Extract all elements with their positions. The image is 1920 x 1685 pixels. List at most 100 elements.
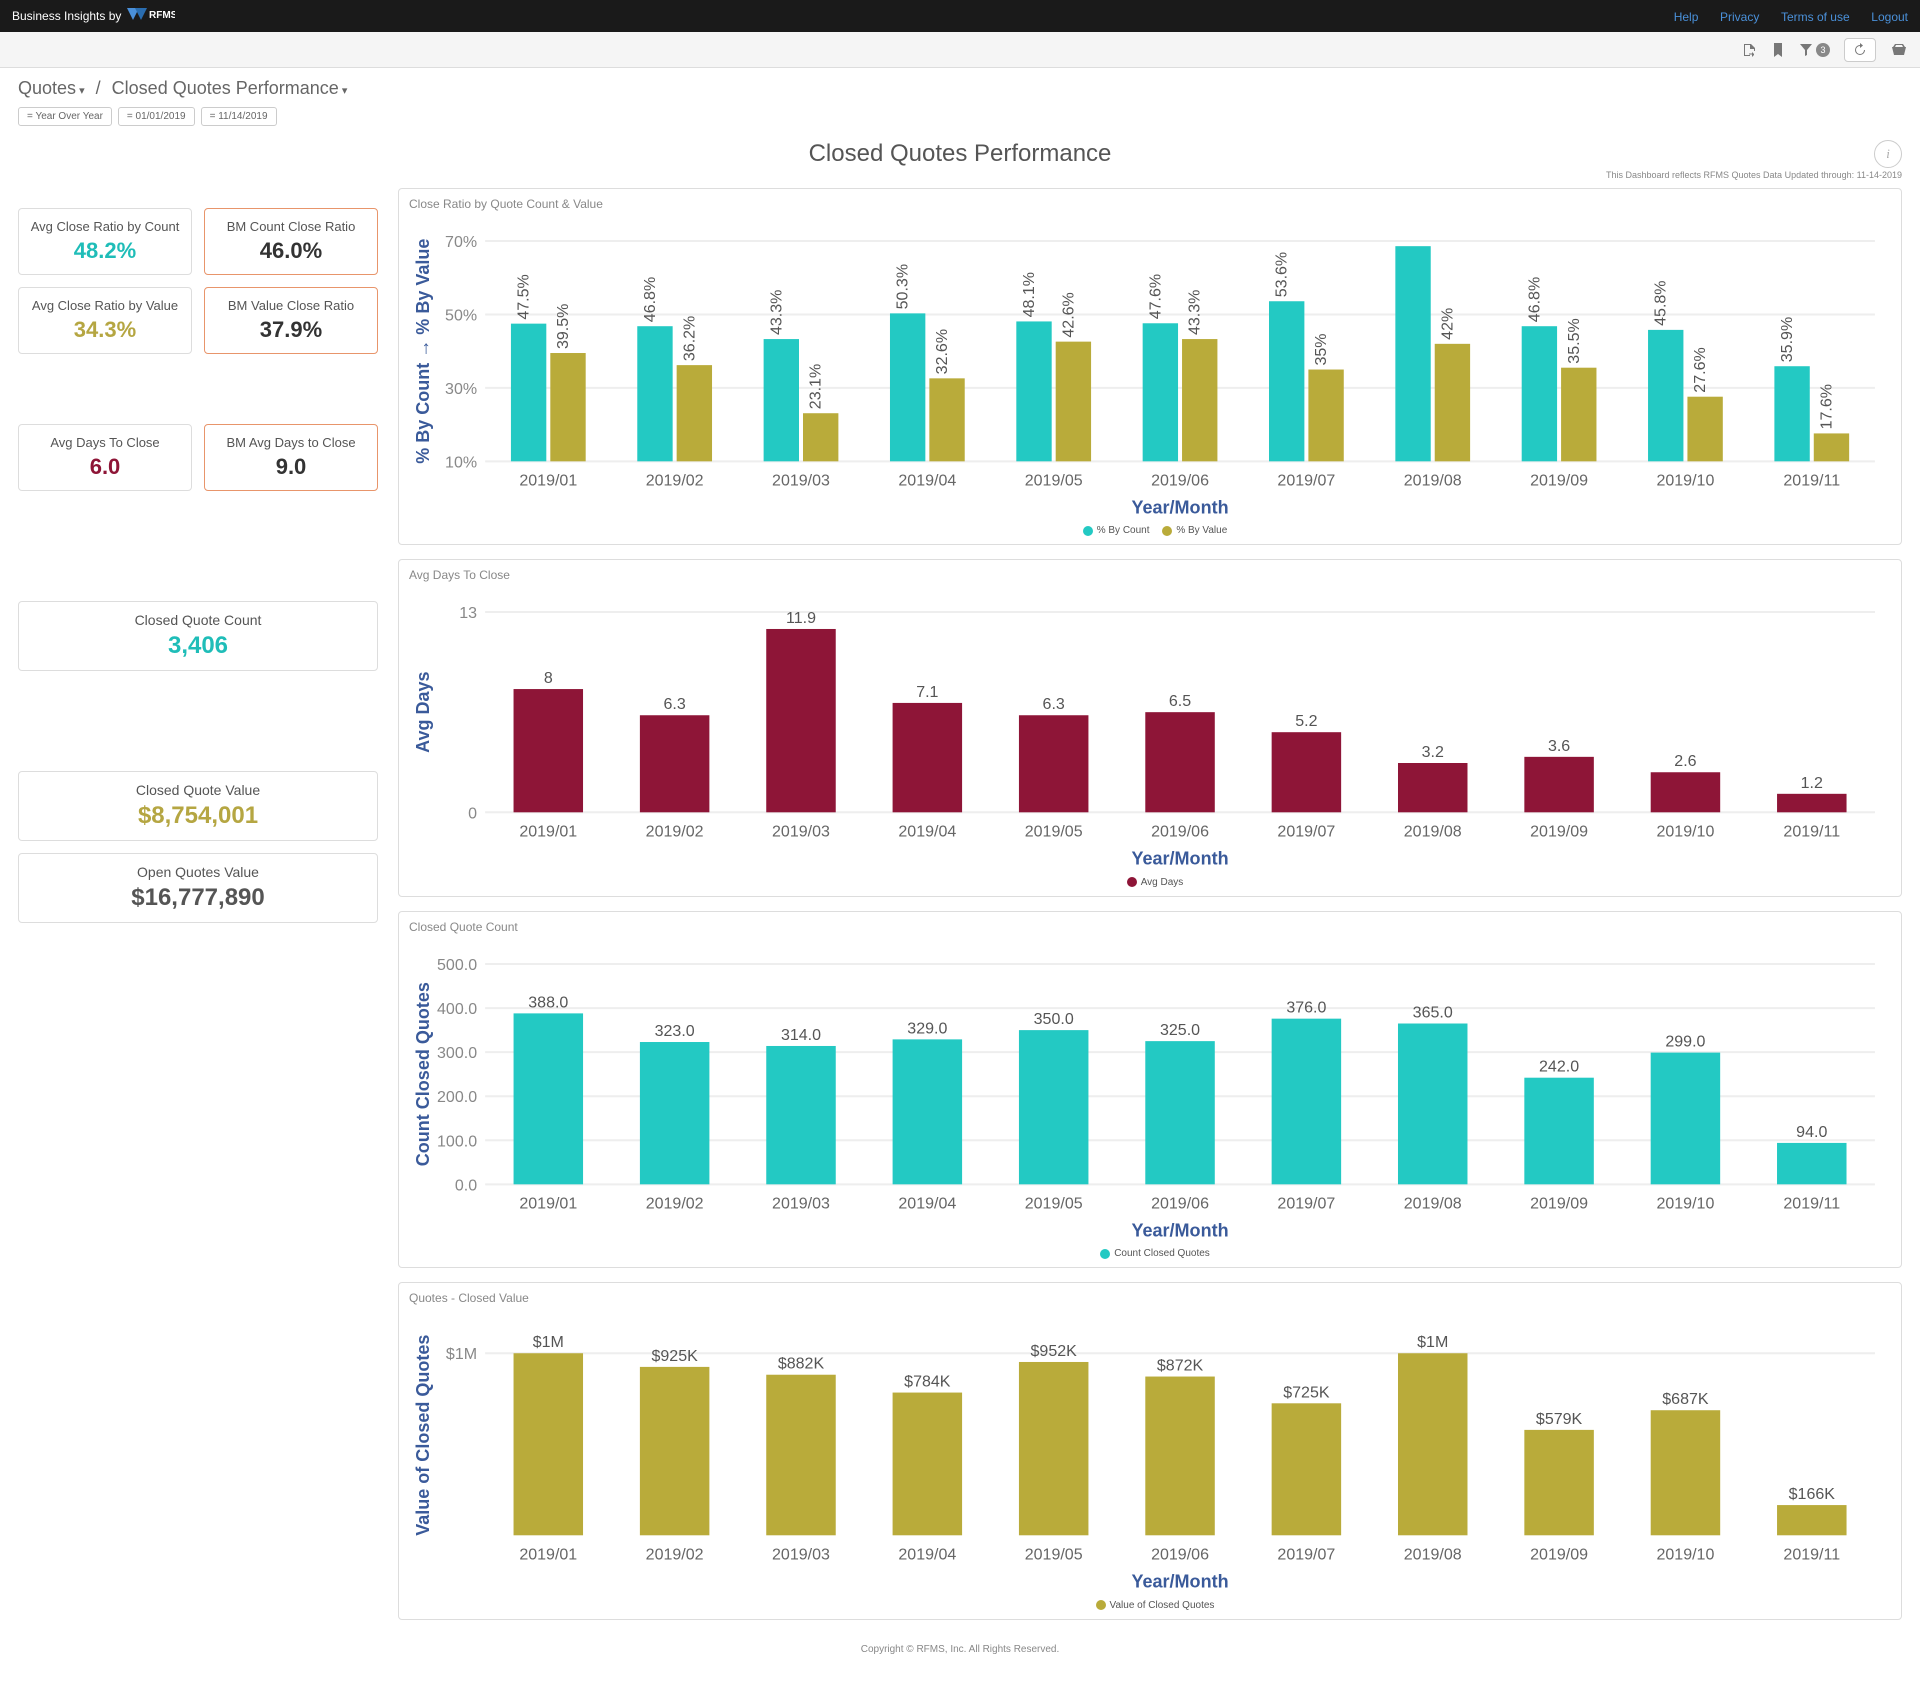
kpi-label: Avg Close Ratio by Value — [27, 298, 183, 313]
brand-prefix: Business Insights by — [12, 9, 121, 23]
svg-text:$925K: $925K — [651, 1347, 698, 1365]
filter-icon[interactable]: 3 — [1799, 43, 1830, 57]
kpi-label: BM Avg Days to Close — [213, 435, 369, 450]
svg-text:2019/05: 2019/05 — [1025, 1545, 1083, 1563]
logout-link[interactable]: Logout — [1871, 10, 1908, 24]
export-icon[interactable] — [1741, 42, 1757, 58]
svg-text:$166K: $166K — [1789, 1485, 1836, 1503]
filter-pill-b[interactable]: = 01/01/2019 — [118, 107, 195, 126]
privacy-link[interactable]: Privacy — [1720, 10, 1759, 24]
svg-text:2019/04: 2019/04 — [898, 823, 956, 841]
kpi-value: $16,777,890 — [27, 884, 369, 912]
svg-text:329.0: 329.0 — [907, 1019, 947, 1037]
breadcrumb: Quotes ▾ / Closed Quotes Performance ▾ — [0, 68, 1920, 103]
help-link[interactable]: Help — [1674, 10, 1699, 24]
kpi-label: Closed Quote Count — [27, 612, 369, 628]
svg-text:42%: 42% — [1438, 308, 1456, 340]
svg-text:2019/03: 2019/03 — [772, 471, 830, 489]
chart-svg: 0.0100.0200.0300.0400.0500.0Count Closed… — [409, 940, 1891, 1240]
footer: Copyright © RFMS, Inc. All Rights Reserv… — [18, 1634, 1902, 1665]
svg-text:3.6: 3.6 — [1548, 737, 1570, 755]
chart-title: Closed Quote Count — [399, 912, 1901, 934]
svg-text:35.9%: 35.9% — [1778, 317, 1796, 362]
svg-text:$872K: $872K — [1157, 1357, 1204, 1375]
kpi-value: 34.3% — [27, 317, 183, 343]
svg-text:50%: 50% — [445, 306, 477, 324]
svg-text:2019/08: 2019/08 — [1404, 1545, 1462, 1563]
svg-text:3.2: 3.2 — [1422, 743, 1444, 761]
svg-text:Year/Month: Year/Month — [1131, 1572, 1228, 1592]
kpi-value: 37.9% — [213, 317, 369, 343]
svg-text:Count Closed Quotes: Count Closed Quotes — [413, 982, 433, 1166]
svg-text:2019/07: 2019/07 — [1277, 1194, 1335, 1212]
svg-text:500.0: 500.0 — [437, 956, 477, 974]
filter-pill-a[interactable]: = Year Over Year — [18, 107, 112, 126]
svg-text:2019/02: 2019/02 — [646, 823, 704, 841]
svg-text:2019/05: 2019/05 — [1025, 471, 1083, 489]
svg-text:50.3%: 50.3% — [894, 264, 912, 309]
filter-pill-c[interactable]: = 11/14/2019 — [201, 107, 277, 126]
svg-text:2019/11: 2019/11 — [1783, 823, 1840, 841]
legend-swatch — [1162, 526, 1172, 536]
svg-text:388.0: 388.0 — [528, 993, 568, 1011]
svg-text:Year/Month: Year/Month — [1131, 497, 1228, 517]
svg-text:6.3: 6.3 — [664, 696, 686, 714]
kpi-closed-quote-value: Closed Quote Value $8,754,001 — [18, 771, 378, 841]
svg-text:6.5: 6.5 — [1169, 693, 1191, 711]
svg-text:2019/01: 2019/01 — [519, 1545, 577, 1563]
svg-text:48.1%: 48.1% — [1020, 272, 1038, 317]
svg-text:RFMS: RFMS — [149, 10, 175, 21]
chart-svg: $1MValue of Closed Quotes$1M$925K$882K$7… — [409, 1311, 1891, 1591]
kpi-closed-quote-count: Closed Quote Count 3,406 — [18, 601, 378, 671]
kpi-avg-close-ratio-value: Avg Close Ratio by Value 34.3% — [18, 287, 192, 354]
svg-text:$1M: $1M — [446, 1345, 477, 1363]
svg-text:% By Count → % By Value: % By Count → % By Value — [413, 239, 433, 464]
kpi-value: 9.0 — [213, 454, 369, 480]
kpi-sidebar: Avg Close Ratio by Count 48.2% BM Count … — [18, 188, 378, 1634]
page-title: Closed Quotes Performance — [18, 140, 1902, 168]
svg-text:2019/08: 2019/08 — [1404, 1194, 1462, 1212]
chart-legend: Avg Days — [399, 873, 1901, 896]
svg-text:Avg Days: Avg Days — [413, 672, 433, 753]
kpi-avg-days-to-close: Avg Days To Close 6.0 — [18, 424, 192, 491]
svg-text:2019/11: 2019/11 — [1783, 1545, 1840, 1563]
svg-text:17.6%: 17.6% — [1817, 384, 1835, 429]
bookmark-icon[interactable] — [1771, 42, 1785, 58]
kpi-label: Avg Days To Close — [27, 435, 183, 450]
svg-text:47.6%: 47.6% — [1146, 274, 1164, 319]
breadcrumb-root[interactable]: Quotes ▾ — [18, 78, 85, 98]
svg-text:300.0: 300.0 — [437, 1044, 477, 1062]
svg-text:35.5%: 35.5% — [1565, 318, 1583, 363]
svg-text:242.0: 242.0 — [1539, 1057, 1579, 1075]
svg-text:7.1: 7.1 — [916, 683, 938, 701]
terms-link[interactable]: Terms of use — [1781, 10, 1850, 24]
kpi-bm-avg-days-to-close: BM Avg Days to Close 9.0 — [204, 424, 378, 491]
top-bar: Business Insights by RFMS Help Privacy T… — [0, 0, 1920, 32]
svg-text:8: 8 — [544, 669, 553, 687]
info-button[interactable]: i — [1874, 140, 1902, 168]
svg-text:2019/11: 2019/11 — [1783, 471, 1840, 489]
kpi-value: 48.2% — [27, 238, 183, 264]
chart-legend: Count Closed Quotes — [399, 1244, 1901, 1267]
svg-text:2019/10: 2019/10 — [1656, 1545, 1714, 1563]
refresh-button[interactable] — [1844, 38, 1876, 62]
brand: Business Insights by RFMS — [12, 6, 175, 26]
basket-icon[interactable] — [1890, 43, 1908, 57]
svg-text:Year/Month: Year/Month — [1131, 849, 1228, 869]
breadcrumb-current[interactable]: Closed Quotes Performance ▾ — [112, 78, 348, 98]
chart-legend: % By Count % By Value — [399, 521, 1901, 544]
svg-text:5.2: 5.2 — [1295, 713, 1317, 731]
chart-close-ratio: Close Ratio by Quote Count & Value 10%30… — [398, 188, 1902, 545]
svg-text:100.0: 100.0 — [437, 1132, 477, 1150]
svg-text:30%: 30% — [445, 380, 477, 398]
svg-text:2019/08: 2019/08 — [1404, 823, 1462, 841]
svg-text:350.0: 350.0 — [1034, 1010, 1074, 1028]
svg-text:11.9: 11.9 — [786, 609, 816, 627]
toolbar: 3 — [0, 32, 1920, 68]
svg-text:200.0: 200.0 — [437, 1088, 477, 1106]
chart-title: Quotes - Closed Value — [399, 1283, 1901, 1305]
kpi-label: BM Value Close Ratio — [213, 298, 369, 313]
kpi-label: Avg Close Ratio by Count — [27, 219, 183, 234]
svg-text:$784K: $784K — [904, 1373, 951, 1391]
kpi-bm-count-close-ratio: BM Count Close Ratio 46.0% — [204, 208, 378, 275]
